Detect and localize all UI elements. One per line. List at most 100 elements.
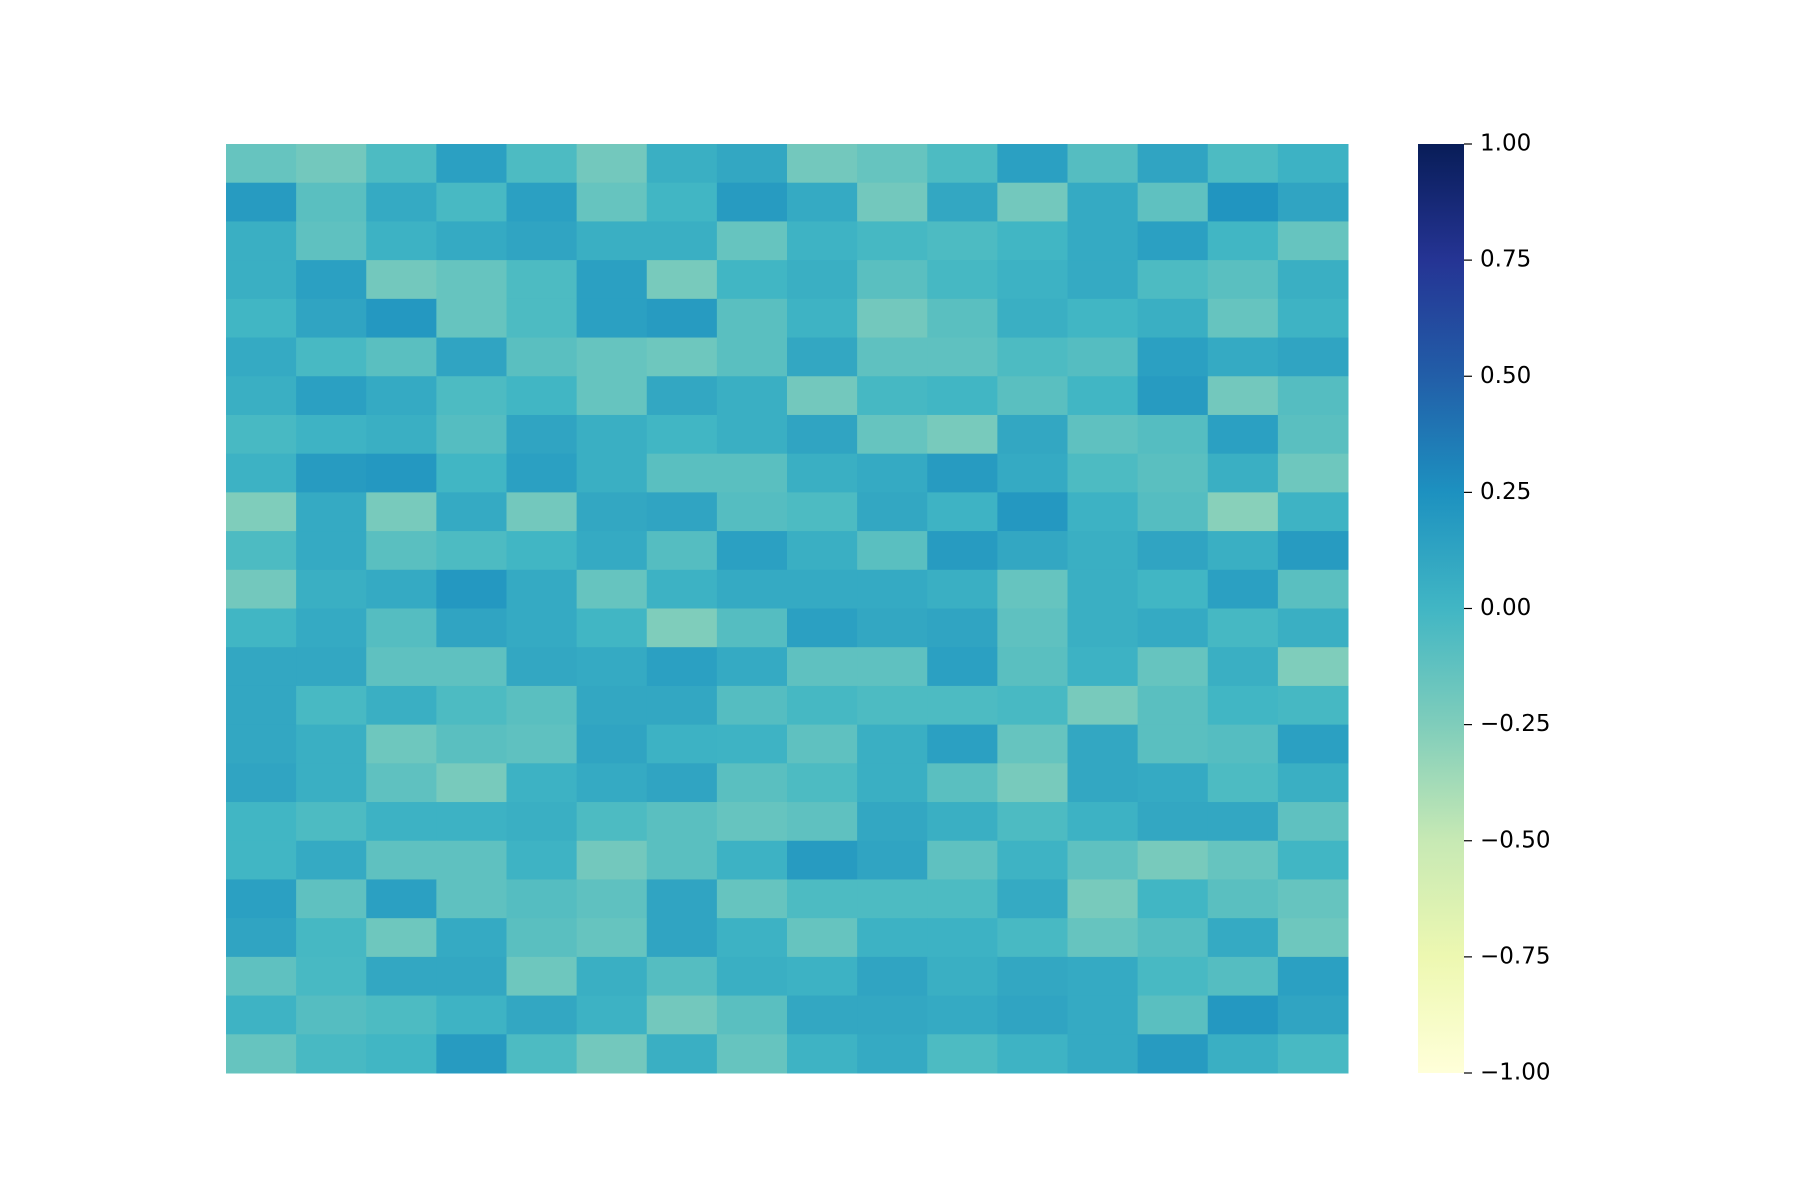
cell [1277,685,1349,726]
cell [646,260,718,300]
cell [1067,724,1139,764]
cell [787,918,858,958]
cell [366,840,437,880]
cell [1067,569,1139,609]
cell [226,685,297,726]
colorbar-tick-label: −0.50 [1480,827,1550,853]
cell [366,221,437,261]
cell [646,376,718,416]
cell [716,376,788,416]
colorbar-tick-label: 0.50 [1480,363,1531,389]
cell [716,182,788,222]
cell [296,995,367,1035]
cell [1207,453,1279,493]
cell [927,298,998,339]
cell [436,879,507,919]
cell [716,647,788,687]
cell [226,221,297,261]
cell [296,376,367,416]
cell [436,995,507,1035]
cell [716,492,788,532]
cell [787,647,858,687]
cell [1067,376,1139,416]
cell [1207,879,1279,919]
cell [1137,337,1209,377]
cell [787,531,858,571]
cell [226,802,297,842]
cell [646,182,718,222]
cell [1207,337,1279,377]
cell [857,1034,928,1074]
cell [436,376,507,416]
cell [646,531,718,571]
cell [787,221,858,261]
cell [1137,531,1209,571]
cell [366,724,437,764]
cell [226,1034,297,1074]
cell [436,531,507,571]
cell [436,802,507,842]
cell [1067,221,1139,261]
cell [226,144,297,184]
cell [576,221,648,261]
cell [1277,763,1349,803]
cell [436,956,507,997]
cell [366,1034,437,1074]
colorbar-tick-label: 0.25 [1480,479,1531,505]
cell [1067,414,1139,455]
cell [576,685,648,726]
cell [366,763,437,803]
cell [576,918,648,958]
cell [506,685,578,726]
cell [436,182,507,222]
cell [1207,414,1279,455]
cell [787,763,858,803]
cell [576,298,648,339]
cell [1067,182,1139,222]
cell [997,569,1068,609]
cell [1067,260,1139,300]
cell [787,956,858,997]
cell [576,144,648,184]
cell [366,182,437,222]
colorbar-tick-label: 1.00 [1480,131,1531,157]
cell [1207,531,1279,571]
cell [576,647,648,687]
cell [506,1034,578,1074]
cell [997,763,1068,803]
cell [506,414,578,455]
cell [506,453,578,493]
cell [1137,647,1209,687]
cell [857,569,928,609]
cell [997,647,1068,687]
cell [1277,918,1349,958]
cell [1137,802,1209,842]
cell [226,918,297,958]
cell [927,260,998,300]
cell [296,260,367,300]
cell [646,724,718,764]
cell [506,879,578,919]
cell [857,608,928,648]
cell [1277,182,1349,222]
cell [857,260,928,300]
cell [1277,1034,1349,1074]
cell [1137,840,1209,880]
cell [927,569,998,609]
heatmap [226,144,1349,1074]
cell [436,685,507,726]
cell [997,956,1068,997]
cell [366,376,437,416]
cell [997,840,1068,880]
cell [927,376,998,416]
cell [1137,608,1209,648]
cell [716,221,788,261]
cell [646,144,718,184]
cell [646,608,718,648]
cell [366,492,437,532]
cell [576,569,648,609]
cell [1067,144,1139,184]
cell [436,298,507,339]
cell [927,531,998,571]
cell [226,995,297,1035]
